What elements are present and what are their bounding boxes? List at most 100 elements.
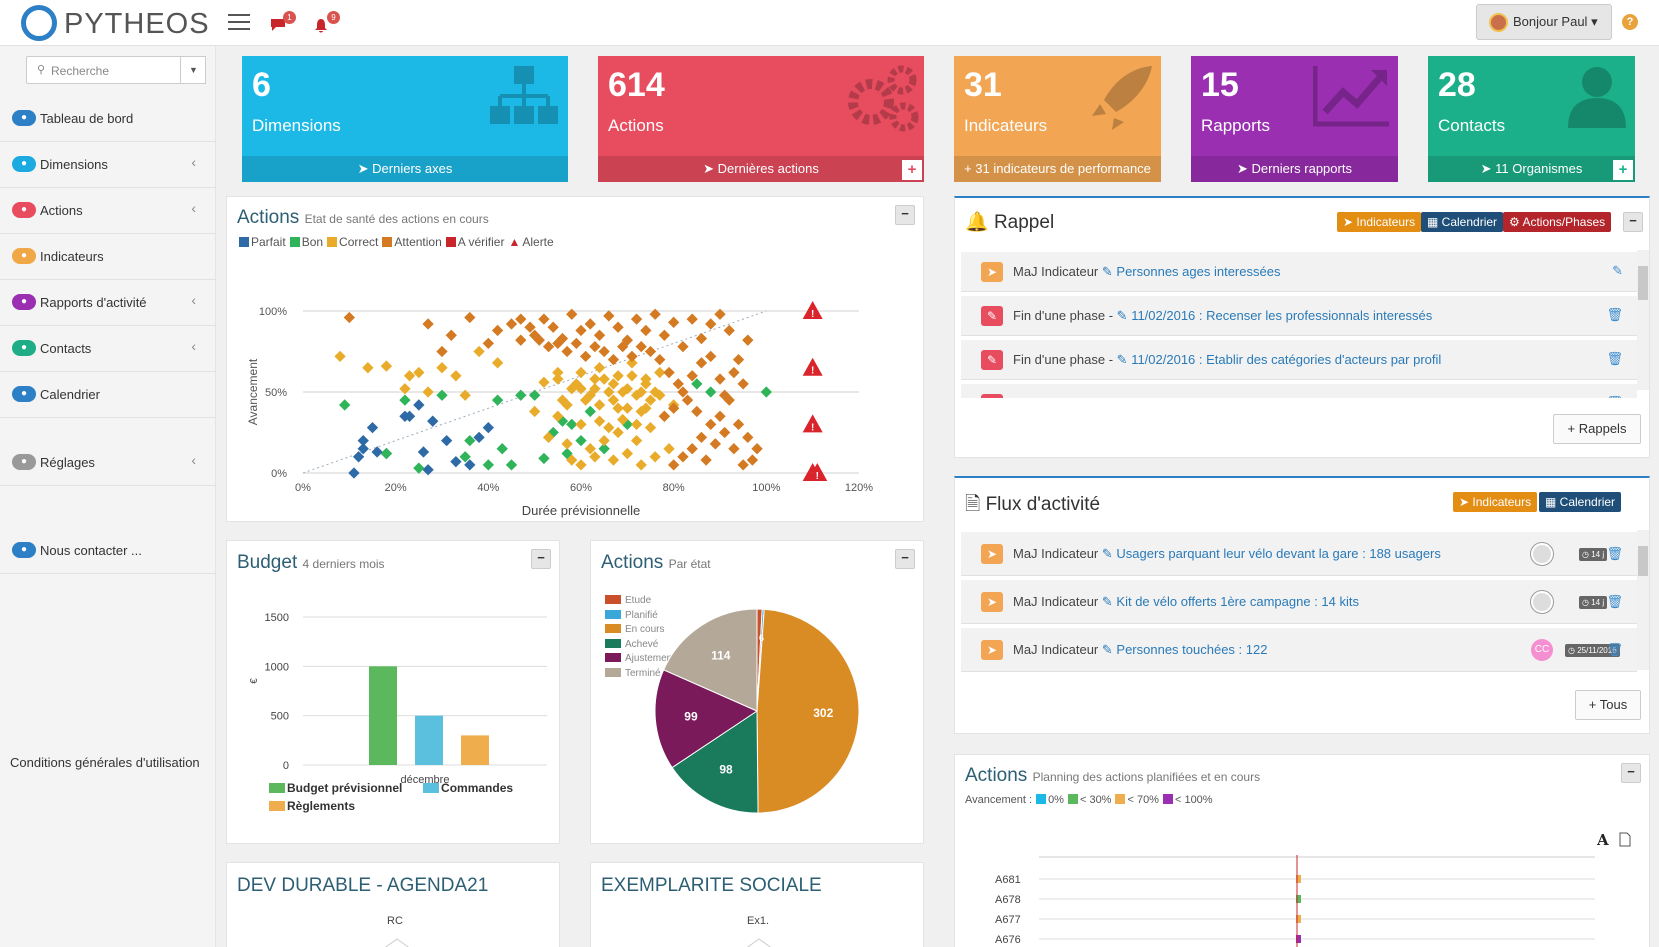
avatar: CC	[1531, 639, 1553, 661]
flux-row[interactable]: ➤ MaJ Indicateur ✎ Kit de vélo offerts 1è…	[961, 580, 1637, 624]
rappel-text[interactable]: Fin d'une phase - ✎ 29/02/2016 : Dévelop…	[1013, 396, 1373, 398]
add-rappel-button[interactable]: + Rappels	[1553, 414, 1641, 444]
flux-row[interactable]: ➤ MaJ Indicateur ✎ Personnes touchées : 1…	[961, 628, 1637, 672]
pie-legend-item[interactable]: Ajustement	[605, 653, 675, 668]
help-icon[interactable]: ?	[1622, 14, 1638, 30]
tag-indicateurs[interactable]: ➤ Indicateurs	[1337, 212, 1422, 232]
rappel-row[interactable]: ✎ Fin d'une phase - ✎ 11/02/2016 : Recens…	[961, 296, 1637, 336]
tag-calendrier[interactable]: ▦ Calendrier	[1539, 492, 1622, 512]
tous-button[interactable]: + Tous	[1575, 690, 1641, 720]
stat-footer-link[interactable]: ➤ Derniers axes	[242, 156, 568, 182]
messages-icon[interactable]	[270, 18, 286, 31]
scatter-point	[630, 313, 643, 325]
rocket-icon	[1092, 66, 1152, 130]
stat-footer-link[interactable]: ➤ Dernières actions	[598, 156, 924, 182]
sidebar-item-contacts[interactable]: ● Contacts ‹	[0, 326, 216, 372]
sidebar-item-actions[interactable]: ● Actions ‹	[0, 188, 216, 234]
pie-slice-label: 99	[684, 710, 698, 724]
sidebar-item-dimensions[interactable]: ● Dimensions ‹	[0, 142, 216, 188]
flux-text[interactable]: MaJ Indicateur ✎ Usagers parquant leur v…	[1013, 546, 1441, 561]
tag-calendrier[interactable]: ▦ Calendrier	[1421, 212, 1504, 232]
legend-item[interactable]: Parfait	[235, 235, 286, 249]
tag-indicateurs[interactable]: ➤ Indicateurs	[1453, 492, 1538, 512]
scatter-point	[640, 402, 652, 414]
scatter-point	[491, 357, 504, 369]
scrollbar[interactable]	[1637, 250, 1649, 390]
planning-panel: Actions Planning des actions planifiées …	[954, 754, 1650, 947]
pie-legend-item[interactable]: Achevé	[605, 638, 675, 654]
edit-icon[interactable]: ✎	[1612, 263, 1623, 278]
stat-actions[interactable]: 614 Actions ➤ Dernières actions +	[598, 56, 924, 182]
stat-footer-link[interactable]: ➤ Derniers rapports	[1191, 156, 1398, 182]
search-dropdown-button[interactable]: ▼	[180, 56, 206, 84]
search-icon: ⚲	[37, 64, 46, 76]
stat-indicateurs[interactable]: 31 Indicateurs + 31 indicateurs de perfo…	[954, 56, 1161, 182]
rappel-row[interactable]: ✎ Fin d'une phase - ✎ 11/02/2016 : Etabli…	[961, 340, 1637, 380]
flux-text[interactable]: MaJ Indicateur ✎ Personnes touchées : 12…	[1013, 642, 1268, 657]
tag-actions-phases[interactable]: ⚙ Actions/Phases	[1503, 212, 1612, 232]
sidebar-item-indicateurs[interactable]: ● Indicateurs	[0, 234, 216, 280]
rappel-text[interactable]: Fin d'une phase - ✎ 11/02/2016 : Etablir…	[1013, 352, 1442, 367]
logo-text[interactable]: PYTHEOS	[64, 8, 210, 40]
rappel-text[interactable]: Fin d'une phase - ✎ 11/02/2016 : Recense…	[1013, 308, 1433, 323]
scatter-point	[538, 376, 550, 388]
legend-item[interactable]: Attention	[378, 235, 442, 249]
terms-link[interactable]: Conditions générales d'utilisation	[10, 755, 200, 770]
trash-icon[interactable]: 🗑	[1606, 307, 1623, 322]
stat-rapports[interactable]: 15 Rapports ➤ Derniers rapports	[1191, 56, 1398, 182]
stat-contacts[interactable]: 28 Contacts ➤ 11 Organismes +	[1428, 56, 1635, 182]
legend-item[interactable]: A vérifier	[442, 235, 504, 249]
scatter-point	[464, 459, 476, 471]
trash-icon[interactable]: 🗑	[1606, 594, 1623, 609]
collapse-button[interactable]: −	[531, 549, 551, 569]
search-input[interactable]: ⚲ Recherche	[26, 56, 206, 84]
pie-legend-item[interactable]: En cours	[605, 624, 675, 639]
collapse-button[interactable]: −	[895, 549, 915, 569]
stat-footer-link[interactable]: ➤ 11 Organismes	[1428, 156, 1635, 182]
rappel-row[interactable]: ➤ MaJ Indicateur ✎ Personnes ages interes…	[961, 252, 1637, 292]
scatter-point	[728, 443, 740, 455]
scatter-point	[403, 410, 416, 422]
planning-marker	[1296, 875, 1301, 883]
pie-legend-item[interactable]: Terminé	[605, 667, 675, 683]
sidebar-item-calendrier[interactable]: ● Calendrier	[0, 372, 216, 418]
sidebar-item-rapports-d-activité[interactable]: ● Rapports d'activité ‹	[0, 280, 216, 326]
y-tick-label: 100%	[259, 306, 287, 318]
trash-icon[interactable]: 🗑	[1606, 546, 1623, 561]
stat-dimensions[interactable]: 6 Dimensions ➤ Derniers axes	[242, 56, 568, 182]
sidebar-item-tableau-de-bord[interactable]: ● Tableau de bord	[0, 96, 216, 142]
menu-toggle-icon[interactable]	[228, 14, 250, 30]
collapse-button[interactable]: −	[1621, 763, 1641, 783]
trash-icon[interactable]: 🗑	[1606, 642, 1623, 657]
collapse-button[interactable]: −	[895, 205, 915, 225]
scatter-point	[357, 443, 369, 455]
trash-icon[interactable]: 🗑	[1606, 351, 1623, 366]
stat-label: Actions	[608, 116, 664, 135]
rappel-text[interactable]: MaJ Indicateur ✎ Personnes ages interess…	[1013, 264, 1281, 279]
collapse-button[interactable]: −	[1623, 212, 1643, 232]
pie-legend-item[interactable]: Planifié	[605, 609, 675, 625]
pie-legend-item[interactable]: Etude	[605, 595, 675, 610]
flux-text[interactable]: MaJ Indicateur ✎ Kit de vélo offerts 1èr…	[1013, 594, 1359, 609]
scatter-point	[672, 378, 684, 390]
stat-footer-link[interactable]: + 31 indicateurs de performance	[954, 156, 1161, 182]
bell-icon[interactable]	[314, 18, 328, 33]
legend-item[interactable]: ▲ Alerte	[508, 235, 554, 249]
legend-item[interactable]: Bon	[286, 235, 323, 249]
pie-slice-ajustement	[654, 669, 759, 769]
sidebar-item-réglages[interactable]: ● Réglages ‹	[0, 440, 216, 486]
add-action-button[interactable]: +	[902, 160, 922, 180]
scatter-point	[630, 418, 643, 431]
scatter-point	[538, 452, 550, 465]
flux-row[interactable]: ➤ MaJ Indicateur ✎ Usagers parquant leur …	[961, 532, 1637, 576]
font-size-icon[interactable]: A	[1597, 831, 1609, 849]
legend-item[interactable]: Correct	[323, 235, 378, 249]
add-contact-button[interactable]: +	[1613, 160, 1633, 180]
sitemap-icon: ●	[12, 156, 36, 172]
pdf-icon[interactable]	[1619, 832, 1631, 847]
trash-icon[interactable]: 🗑	[1606, 395, 1623, 398]
sidebar-item-nous-contacter[interactable]: ● Nous contacter ...	[0, 528, 216, 574]
scatter-point	[515, 313, 527, 325]
scrollbar[interactable]	[1637, 530, 1649, 670]
rappel-row[interactable]: ✎Fin d'une phase - ✎ 29/02/2016 : Dévelo…	[961, 384, 1637, 398]
